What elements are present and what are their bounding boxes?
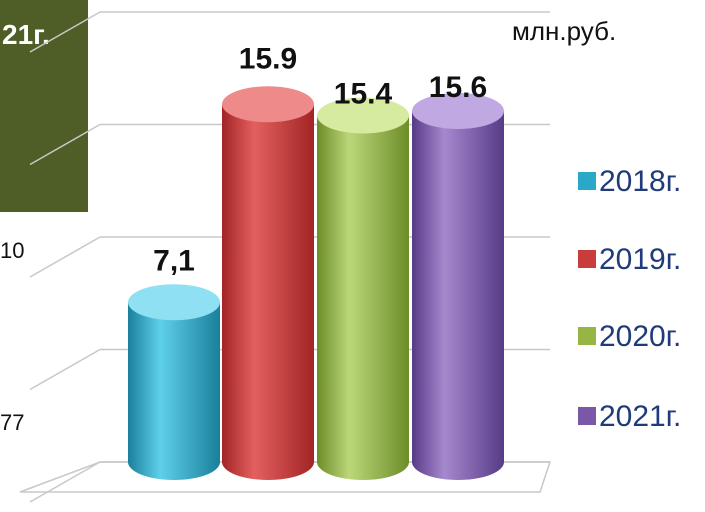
corner-box	[0, 0, 88, 212]
legend-swatch-2019	[578, 250, 596, 268]
legend-swatch-2021	[578, 407, 596, 425]
bar-2020	[317, 97, 409, 480]
data-label-2021: 15.6	[429, 71, 487, 104]
legend-item-2021: 2021г.	[578, 400, 681, 433]
bar-top-2020	[317, 97, 409, 134]
left-tick-label-2: 77	[0, 410, 24, 435]
legend-item-2019: 2019г.	[578, 243, 681, 276]
bar-top-2018	[128, 284, 220, 321]
legend-label-2020: 2020г.	[599, 320, 681, 353]
bar-2018	[128, 284, 220, 480]
legend: 2018г. 2019г. 2020г. 2021г.	[578, 165, 681, 433]
data-label-2018: 7,1	[153, 244, 195, 277]
data-label-2019: 15.9	[239, 42, 297, 75]
legend-label-2018: 2018г.	[599, 165, 681, 198]
gridline-diag-4	[29, 11, 101, 53]
bar-2019	[222, 86, 314, 480]
bars	[128, 86, 504, 480]
gridline-diag-3	[29, 123, 101, 166]
legend-label-2021: 2021г.	[599, 400, 681, 433]
gridline-diag-1	[29, 348, 101, 391]
unit-label: млн.руб.	[512, 16, 616, 46]
legend-item-2018: 2018г.	[578, 165, 681, 198]
bar-top-2019	[222, 86, 314, 123]
gridline-diag-0	[29, 461, 101, 503]
gridline-diag-2	[29, 236, 101, 278]
bar-2021	[412, 93, 504, 480]
legend-swatch-2020	[578, 327, 596, 345]
bar-top-2021	[412, 93, 504, 129]
bar-body-2020	[317, 115, 409, 480]
left-tick-label-1: 10	[0, 238, 24, 263]
data-label-2020: 15.4	[334, 78, 393, 111]
bar-body-2021	[412, 111, 504, 480]
legend-label-2019: 2019г.	[599, 243, 681, 276]
legend-item-2020: 2020г.	[578, 320, 681, 353]
bar-body-2018	[128, 302, 220, 480]
legend-swatch-2018	[578, 172, 596, 190]
data-labels: 7,1 15.9 15.4 15.6	[153, 42, 487, 277]
bar-body-2019	[222, 104, 314, 480]
